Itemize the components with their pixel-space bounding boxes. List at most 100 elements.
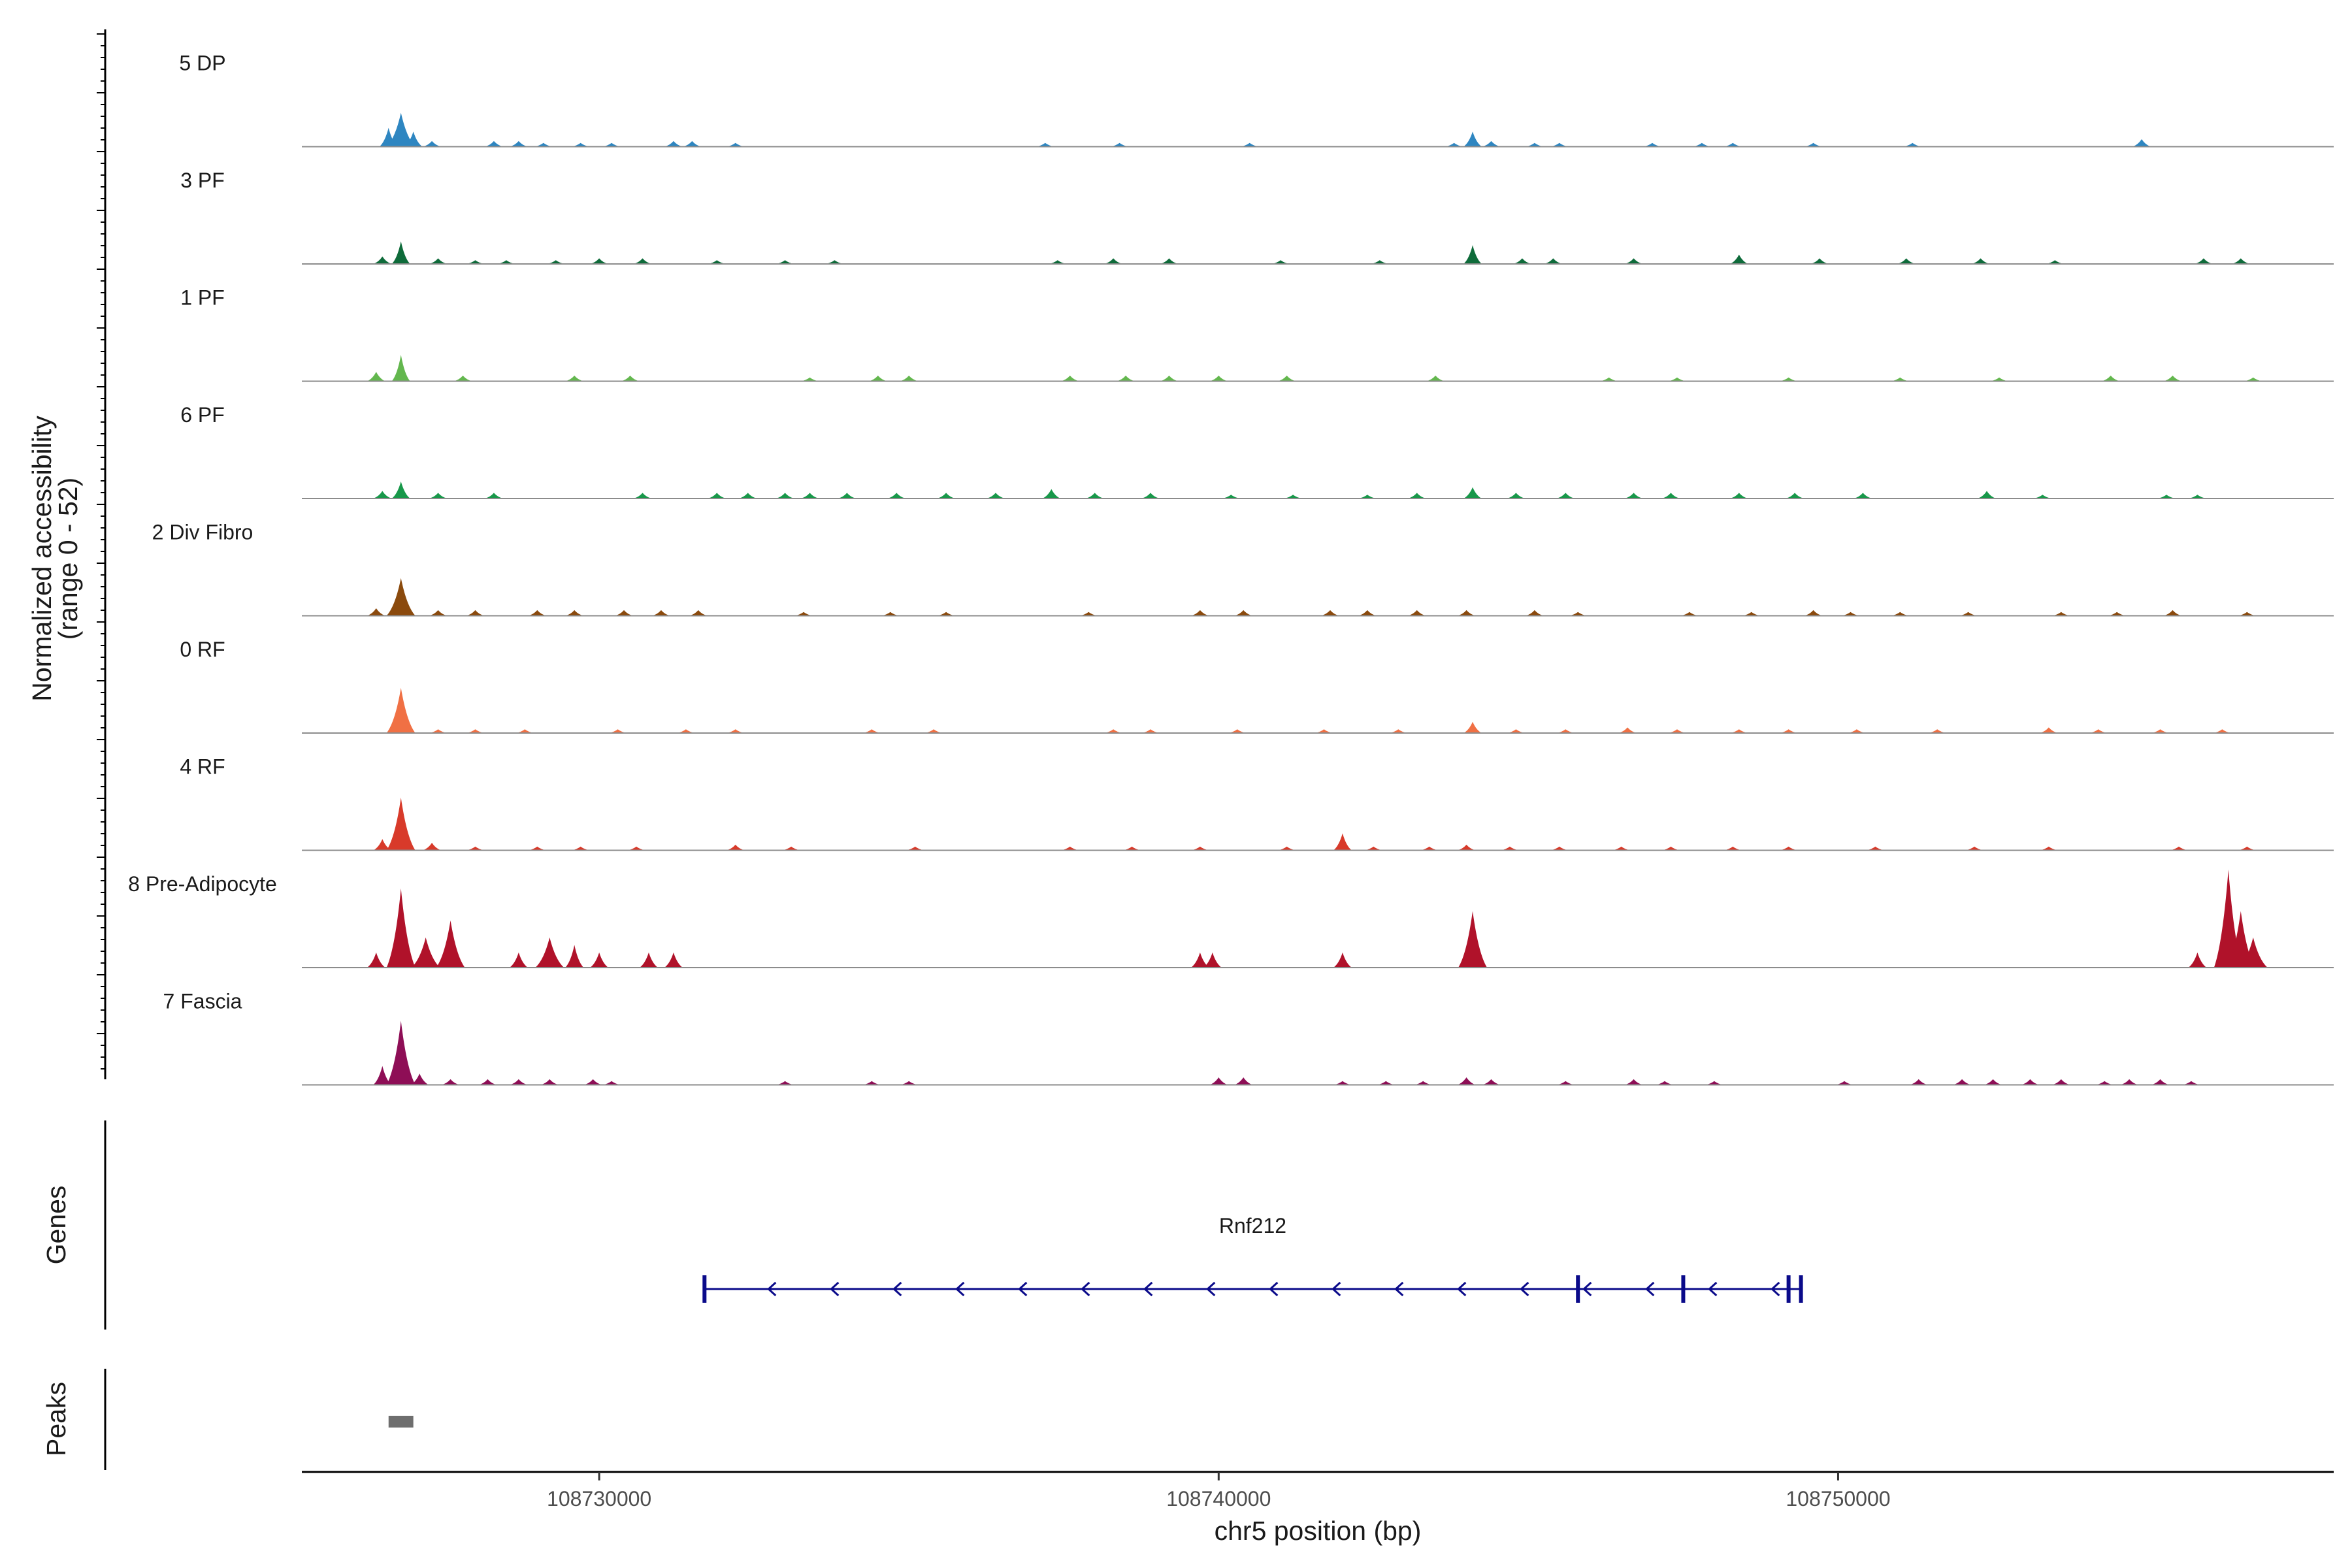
coverage-peak: [838, 493, 857, 498]
coverage-peak: [373, 839, 392, 851]
coverage-peak: [1971, 258, 1990, 264]
coverage-peak: [540, 1079, 559, 1085]
strand-arrow: [1206, 1281, 1216, 1297]
coverage-peak: [1729, 254, 1748, 264]
track-3-pf: 3 PF: [180, 169, 2334, 265]
coverage-peak: [1085, 493, 1104, 498]
coverage-peak: [1804, 610, 1823, 616]
coverage-peak: [1847, 729, 1866, 733]
x-axis-title: chr5 position (bp): [1215, 1516, 1422, 1546]
strand-arrow: [830, 1281, 840, 1297]
coverage-peak: [509, 140, 528, 147]
coverage-peak: [1928, 729, 1947, 733]
strand-arrow: [955, 1281, 965, 1297]
coverage-peak: [441, 1079, 460, 1085]
coverage-peak: [571, 142, 590, 147]
coverage-peak: [1333, 952, 1352, 968]
coverage-peak: [386, 112, 416, 147]
coverage-peak: [386, 797, 416, 851]
coverage-peak: [2120, 1079, 2139, 1085]
coverage-peak: [411, 937, 440, 968]
coverage-peak: [1556, 729, 1575, 733]
coverage-peak: [1891, 612, 1910, 616]
coverage-peak: [1742, 612, 1761, 616]
coverage-peak: [1377, 1081, 1396, 1085]
exon: [1576, 1275, 1580, 1303]
coverage-peak: [1507, 729, 1526, 733]
coverage-peak: [1482, 1079, 1501, 1085]
coverage-peak: [1624, 493, 1643, 498]
coverage-peak: [1959, 612, 1978, 616]
coverage-peak: [1624, 258, 1643, 264]
coverage-peak: [2238, 937, 2268, 968]
coverage-peak: [862, 729, 881, 733]
coverage-peak: [1234, 610, 1253, 616]
coverage-peak: [429, 258, 448, 264]
coverage-peak: [367, 952, 385, 968]
coverage-peak: [794, 612, 813, 616]
coverage-peak: [1854, 493, 1872, 498]
coverage-peak: [453, 375, 472, 382]
coverage-peak: [1407, 610, 1426, 616]
coverage-peak: [1457, 1077, 1476, 1085]
strand-arrow: [1582, 1281, 1592, 1297]
coverage-peak: [621, 375, 640, 382]
exon: [1681, 1275, 1686, 1303]
coverage-peak: [1141, 729, 1160, 733]
coverage-peak: [2089, 729, 2108, 733]
coverage-peak: [466, 260, 485, 264]
coverage-peak: [1122, 846, 1141, 851]
coverage-peak: [1234, 1077, 1253, 1085]
coverage-peak: [423, 842, 442, 851]
strand-arrow: [1708, 1281, 1718, 1297]
coverage-peak: [386, 578, 416, 616]
coverage-peak: [1667, 377, 1686, 382]
coverage-peak: [1042, 489, 1061, 498]
peak-region: [388, 1416, 414, 1428]
coverage-peak: [410, 1073, 429, 1085]
coverage-peak: [924, 729, 943, 733]
coverage-peak: [664, 140, 683, 147]
coverage-peak: [2033, 495, 2052, 498]
coverage-peak: [1482, 140, 1501, 147]
strand-arrow: [1143, 1281, 1153, 1297]
coverage-peak: [633, 258, 652, 264]
coverage-peak: [367, 608, 385, 616]
gene-rnf212: Rnf212: [702, 1214, 1803, 1303]
coverage-peak: [676, 729, 695, 733]
genes-axis-title: Genes: [41, 1186, 71, 1265]
coverage-peak: [2163, 375, 2182, 382]
coverage-peak: [2132, 139, 2151, 147]
strand-arrow: [1269, 1281, 1279, 1297]
coverage-peak: [1841, 612, 1860, 616]
coverage-tracks: 5 DP 3 PF 1 PF 6 PF 2 Div Fibro 0 RF 4 RF 8 Pre…: [128, 52, 2334, 1086]
coverage-peak: [2046, 260, 2065, 264]
coverage-peak: [664, 952, 683, 968]
coverage-peak: [2231, 258, 2250, 264]
coverage-peak: [639, 952, 658, 968]
coverage-peak: [708, 260, 727, 264]
coverage-peak: [386, 1021, 416, 1085]
coverage-peak: [565, 945, 584, 968]
coverage-peak: [565, 375, 584, 382]
coverage-peak: [534, 142, 553, 147]
coverage-peak: [1804, 142, 1823, 147]
coverage-peak: [590, 258, 609, 264]
coverage-peak: [1512, 258, 1531, 264]
coverage-peak: [1222, 495, 1241, 498]
coverage-peak: [1779, 377, 1798, 382]
coverage-peak: [1370, 260, 1389, 264]
coverage-peak: [726, 729, 745, 733]
coverage-peak: [1550, 142, 1569, 147]
track-0-rf: 0 RF: [180, 638, 2334, 734]
coverage-peak: [391, 482, 410, 498]
coverage-peak: [509, 1079, 528, 1085]
coverage-peak: [1779, 846, 1798, 851]
coverage-peak: [1909, 1079, 1928, 1085]
coverage-peak: [2101, 375, 2120, 382]
track-7-fascia: 7 Fascia: [163, 990, 2334, 1086]
genes-panel: Rnf212: [702, 1214, 1803, 1303]
coverage-peak: [528, 610, 547, 616]
coverage-peak: [1463, 487, 1482, 498]
